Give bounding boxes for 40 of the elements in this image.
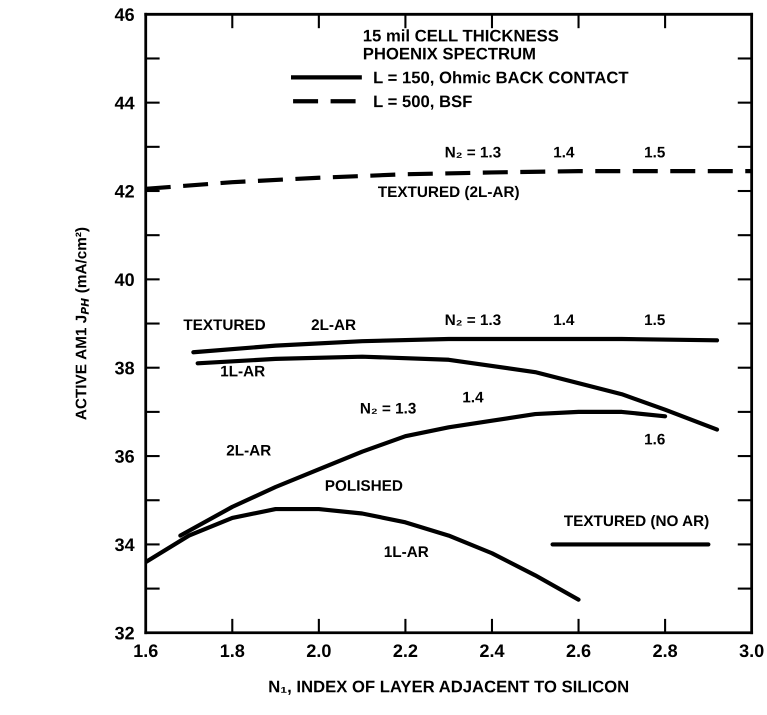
annotation: TEXTURED xyxy=(184,319,266,330)
y-tick-label: 46 xyxy=(114,8,134,22)
x-tick-label: 2.2 xyxy=(393,644,418,657)
y-tick-label: 40 xyxy=(114,273,134,286)
annotation: N₂ = 1.3 xyxy=(446,146,501,158)
x-tick-label: 2.0 xyxy=(306,644,331,658)
annotation: 1.4 xyxy=(463,392,484,402)
annotation: N₂ = 1.3 xyxy=(446,314,501,326)
legend-label: L = 150, Ohmic BACK CONTACT xyxy=(374,71,628,86)
annotation: 2L-AR xyxy=(226,444,271,456)
y-axis-title: ACTIVE AM1 J$_{PH}$ (mA/cm²) xyxy=(75,228,90,420)
x-tick-label: 2.8 xyxy=(653,644,678,658)
annotation: 1.4 xyxy=(554,146,574,158)
y-tick-label: 42 xyxy=(114,184,134,198)
x-axis-title: N₁, INDEX OF LAYER ADJACENT TO SILICON xyxy=(269,680,628,695)
y-tick-label: 38 xyxy=(114,362,134,374)
annotation: TEXTURED (2L-AR) xyxy=(378,186,519,200)
annotation: 1.6 xyxy=(645,434,665,445)
x-tick-label: 1.6 xyxy=(134,644,158,658)
line-series xyxy=(191,336,720,354)
x-tick-label: 2.6 xyxy=(566,644,590,658)
annotation: 1L-AR xyxy=(384,546,428,557)
y-tick-label: 34 xyxy=(114,538,135,552)
line-series xyxy=(196,354,720,432)
y-tick-label: 36 xyxy=(114,450,134,463)
annotation: 2L-AR xyxy=(312,319,356,330)
legend-title: 15 mil CELL THICKNESS PHOENIX SPECTRUM xyxy=(364,29,558,60)
x-tick-label: 2.4 xyxy=(480,644,504,657)
annotation: POLISHED xyxy=(326,480,402,491)
annotation: 1.5 xyxy=(645,146,665,158)
annotation: N₂ = 1.3 xyxy=(360,402,416,414)
annotation: TEXTURED (NO AR) xyxy=(564,514,708,530)
annotation: 1L-AR xyxy=(221,366,265,376)
annotation: 1.5 xyxy=(645,314,665,326)
y-tick-label: 44 xyxy=(114,96,135,110)
x-tick-label: 3.0 xyxy=(740,644,764,658)
x-tick-label: 1.8 xyxy=(220,644,244,658)
legend-label: L = 500, BSF xyxy=(374,95,472,110)
annotation: 1.4 xyxy=(554,314,574,326)
y-tick-label: 32 xyxy=(114,626,134,640)
